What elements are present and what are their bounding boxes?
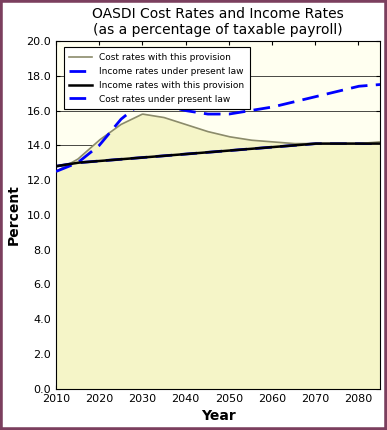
Title: OASDI Cost Rates and Income Rates
(as a percentage of taxable payroll): OASDI Cost Rates and Income Rates (as a … xyxy=(92,7,344,37)
X-axis label: Year: Year xyxy=(201,409,235,423)
Legend: Cost rates with this provision, Income rates under present law, Income rates wit: Cost rates with this provision, Income r… xyxy=(64,47,250,109)
Y-axis label: Percent: Percent xyxy=(7,184,21,245)
